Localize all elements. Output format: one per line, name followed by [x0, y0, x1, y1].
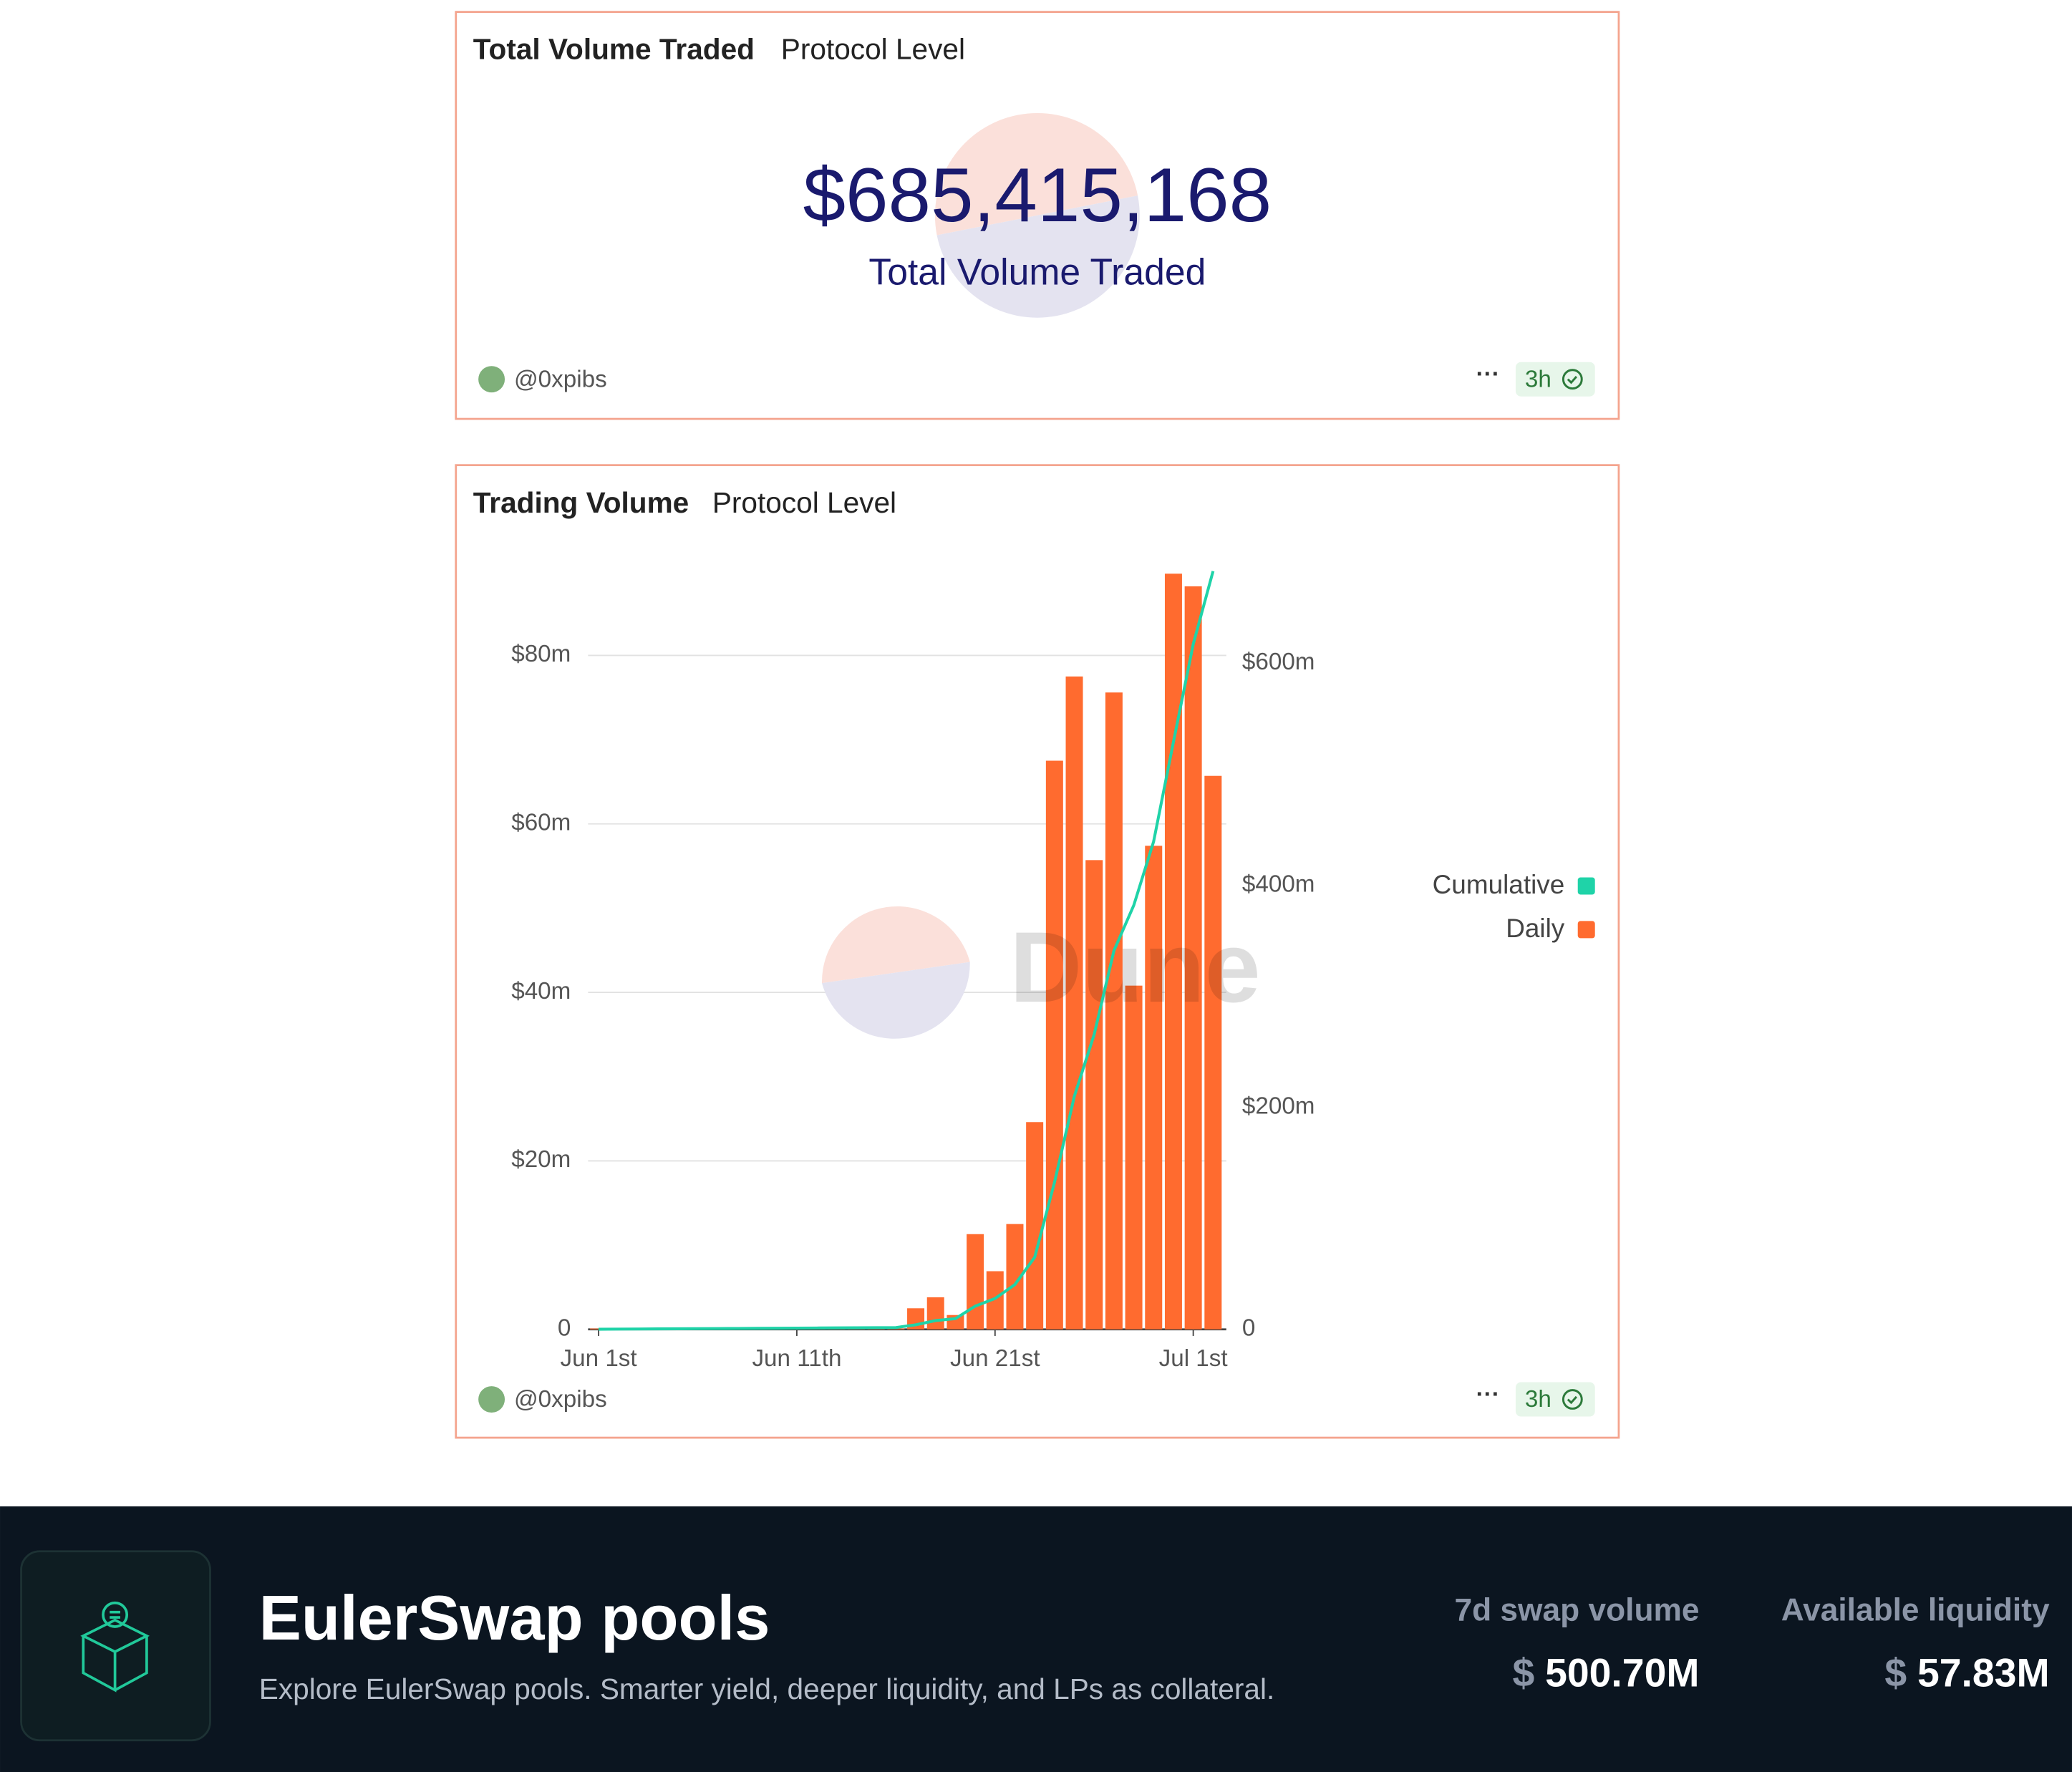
avatar	[478, 366, 505, 393]
stats: 7d swap volume $ 500.70M Available liquidit…	[1454, 1592, 2050, 1695]
stat-currency: $	[1513, 1650, 1535, 1695]
y-tick-label: 0	[558, 1315, 571, 1341]
bar	[1045, 760, 1063, 1330]
legend-label: Daily	[1506, 914, 1565, 943]
stat-label: Available liquidity	[1781, 1592, 2050, 1627]
more-button[interactable]: ···	[1476, 361, 1500, 387]
bar	[1026, 1122, 1044, 1330]
watermark-logo	[934, 112, 1140, 318]
y-tick-label: $60m	[511, 810, 571, 836]
pool-icon-box	[20, 1550, 211, 1742]
stat-value: $57.83M	[1884, 1650, 2049, 1695]
stat-label: 7d swap volume	[1454, 1592, 1699, 1627]
banner-description: Explore EulerSwap pools. Smarter yield, …	[259, 1672, 1275, 1705]
card-subtitle: Protocol Level	[712, 486, 896, 519]
bar	[1105, 692, 1123, 1330]
counter-label: Total Volume Traded	[868, 251, 1206, 293]
age: 3h	[1525, 1386, 1551, 1413]
check-icon	[1562, 369, 1583, 390]
y-tick-label: $40m	[511, 978, 571, 1004]
counter-value: $685,415,168	[803, 152, 1272, 238]
legend-swatch	[1577, 921, 1595, 939]
bar	[986, 1271, 1004, 1330]
watermark: Dune	[1010, 911, 1261, 1023]
avatar	[478, 1386, 505, 1413]
bar	[926, 1297, 944, 1330]
check-icon	[1562, 1389, 1583, 1410]
y2-tick-label: $600m	[1242, 649, 1315, 675]
stat-number: 500.70M	[1545, 1650, 1699, 1695]
bar	[1065, 676, 1083, 1330]
check-icon	[1567, 376, 1577, 384]
pool-icon	[80, 1601, 150, 1693]
stat-value: $500.70M	[1513, 1650, 1700, 1695]
line	[599, 571, 1215, 1331]
legend-label: Cumulative	[1433, 870, 1565, 899]
bar	[1125, 985, 1143, 1330]
more-button[interactable]: ···	[1476, 1381, 1500, 1408]
card-subtitle: Protocol Level	[781, 33, 965, 66]
card-title: Trading Volume	[473, 486, 689, 519]
card-title: Total Volume Traded	[473, 33, 755, 66]
x-tick-label: Jun 21st	[950, 1345, 1040, 1372]
x-tick-label: Jun 1st	[561, 1345, 637, 1372]
y2-tick-label: $400m	[1242, 871, 1315, 897]
x-tick-label: Jun 11th	[752, 1345, 841, 1372]
banner-title: EulerSwap pools	[259, 1582, 770, 1653]
legend-swatch	[1577, 877, 1595, 895]
plot-lines: Cumulative Daily	[599, 571, 1595, 1331]
stat-number: 57.83M	[1917, 1650, 2050, 1695]
y-tick-label: $80m	[511, 641, 571, 667]
author[interactable]: @0xpibs	[514, 366, 607, 392]
bar	[1184, 586, 1202, 1330]
banner	[0, 1506, 2072, 1772]
bar	[967, 1234, 984, 1330]
age: 3h	[1525, 366, 1551, 392]
x-tick-label: Jul 1st	[1159, 1345, 1228, 1372]
stat-currency: $	[1884, 1650, 1907, 1695]
author[interactable]: @0xpibs	[514, 1386, 607, 1413]
y2-tick-label: $200m	[1242, 1093, 1315, 1119]
bar	[1145, 846, 1163, 1330]
watermark-logo	[821, 906, 970, 1039]
bar	[1085, 860, 1103, 1330]
bar	[1204, 775, 1222, 1330]
bar	[1006, 1224, 1024, 1330]
y-tick-label: $20m	[511, 1146, 571, 1173]
y2-tick-label: 0	[1242, 1315, 1255, 1341]
check-icon	[1567, 1395, 1577, 1405]
